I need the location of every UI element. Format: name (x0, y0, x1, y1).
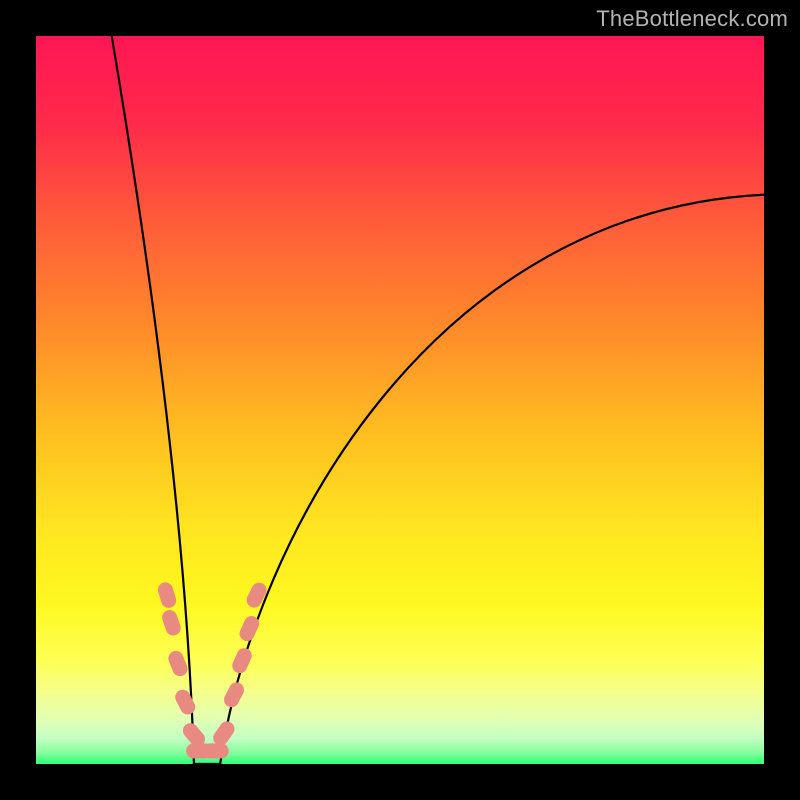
plot-background (36, 36, 764, 764)
chart-svg (0, 0, 800, 800)
curve-tick (203, 743, 229, 758)
chart-root: TheBottleneck.com (0, 0, 800, 800)
watermark-text: TheBottleneck.com (596, 6, 788, 32)
